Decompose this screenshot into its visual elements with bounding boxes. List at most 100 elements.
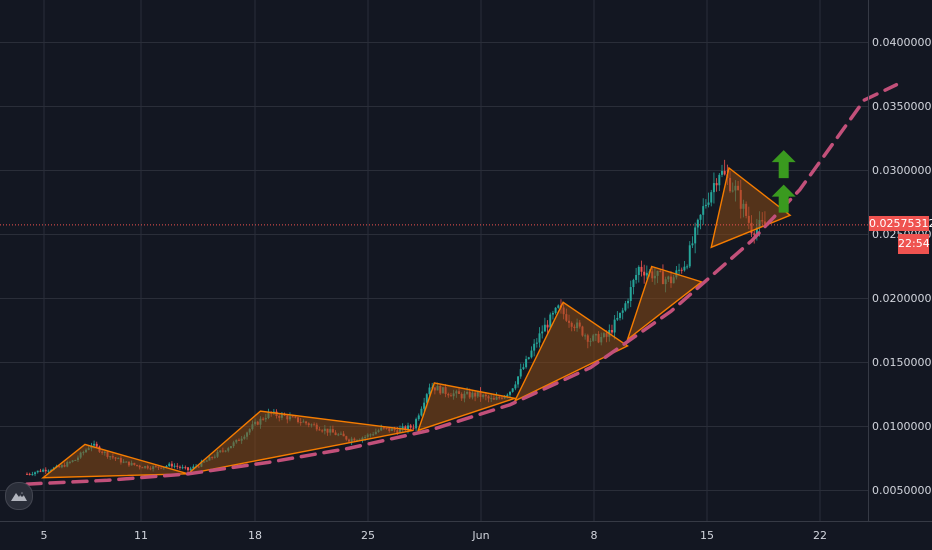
candle-body	[678, 269, 681, 271]
candle-body	[699, 214, 702, 220]
candle-body	[404, 426, 407, 430]
triangle-pattern	[417, 382, 518, 432]
candle-body	[36, 470, 39, 473]
candle-body	[423, 402, 426, 409]
candle-body	[509, 391, 511, 395]
tradingview-logo-icon[interactable]	[5, 482, 33, 510]
candle-body	[718, 174, 721, 186]
up-arrow-icon	[771, 184, 796, 213]
candle-body	[170, 463, 173, 467]
candle-body	[527, 357, 530, 359]
x-tick-label: Jun	[472, 529, 490, 542]
candle-body	[522, 367, 525, 370]
candle-body	[530, 350, 533, 358]
candle-body	[704, 204, 707, 207]
candle-body	[683, 266, 686, 271]
candle-body	[621, 310, 624, 313]
candle-body	[645, 272, 648, 276]
candle-body	[31, 474, 34, 476]
candle-body	[187, 467, 189, 471]
candle-body	[168, 463, 171, 466]
candle-body	[696, 219, 699, 228]
candle-body	[184, 467, 187, 469]
candle-body	[39, 470, 42, 472]
x-tick-label: 5	[40, 529, 48, 542]
x-tick-label: 11	[134, 529, 148, 542]
triangle-pattern	[626, 265, 704, 342]
candle-body	[702, 206, 705, 215]
candle-body	[707, 202, 710, 205]
candle-body	[42, 469, 45, 472]
candle-body	[541, 331, 544, 334]
candle-body	[643, 271, 646, 276]
y-tick-label: 0.03500000	[872, 99, 932, 113]
y-tick-label: 0.02000000	[872, 291, 932, 305]
candle-body	[624, 303, 627, 311]
candle-body	[551, 312, 554, 315]
candle-body	[517, 376, 520, 385]
candle-body	[640, 266, 643, 272]
candle-body	[637, 266, 640, 275]
candle-body	[26, 473, 28, 475]
candle-body	[627, 300, 630, 304]
current-price-label: 0.02575312	[869, 216, 932, 231]
triangle-pattern	[710, 166, 792, 249]
candle-body	[715, 183, 718, 186]
candle-body	[755, 227, 758, 235]
candle-body	[192, 466, 195, 469]
triangle-pattern	[513, 301, 629, 403]
candle-body	[173, 465, 176, 467]
candle-body	[417, 415, 420, 420]
candle-body	[610, 330, 613, 333]
candle-body	[176, 465, 179, 467]
candle-body	[613, 319, 616, 333]
candle-body	[409, 425, 412, 428]
candle-body	[420, 408, 423, 416]
x-tick-label: 25	[361, 529, 375, 542]
candle-body	[44, 469, 47, 472]
candle-body	[629, 287, 632, 301]
candle-body	[720, 171, 723, 175]
candle-body	[181, 467, 184, 469]
candle-body	[415, 419, 418, 429]
x-tick-label: 15	[700, 529, 714, 542]
candle-body	[28, 473, 31, 475]
candle-body	[412, 427, 415, 429]
x-tick-label: 22	[813, 529, 827, 542]
candle-body	[549, 314, 552, 328]
y-tick-label: 0.01000000	[872, 419, 932, 433]
candle-body	[47, 470, 50, 472]
candle-body	[525, 358, 528, 368]
candle-body	[557, 305, 560, 308]
candle-body	[165, 465, 168, 467]
candle-body	[428, 387, 431, 395]
support-curve-line	[25, 82, 899, 486]
triangle-patterns	[41, 166, 792, 479]
candle-body	[519, 369, 522, 377]
x-tick-label: 8	[590, 529, 598, 542]
candle-body	[691, 243, 694, 246]
candle-body	[189, 468, 192, 471]
candle-body	[680, 269, 683, 271]
candle-body	[554, 307, 557, 313]
candle-body	[635, 274, 638, 280]
candle-body	[95, 443, 98, 447]
up-arrow-icon	[771, 150, 796, 179]
candle-body	[712, 183, 715, 193]
candle-body	[506, 394, 509, 396]
candle-body	[514, 384, 517, 389]
candle-body	[34, 472, 37, 475]
candle-body	[401, 426, 404, 429]
x-tick-label: 18	[248, 529, 262, 542]
candle-body	[535, 342, 538, 344]
candle-body	[686, 266, 689, 268]
candle-body	[753, 233, 756, 235]
candle-body	[710, 192, 713, 203]
candle-body	[533, 343, 536, 351]
candle-body	[546, 324, 549, 328]
candle-body	[543, 324, 546, 332]
candle-body	[538, 333, 541, 343]
candle-body	[632, 279, 635, 288]
